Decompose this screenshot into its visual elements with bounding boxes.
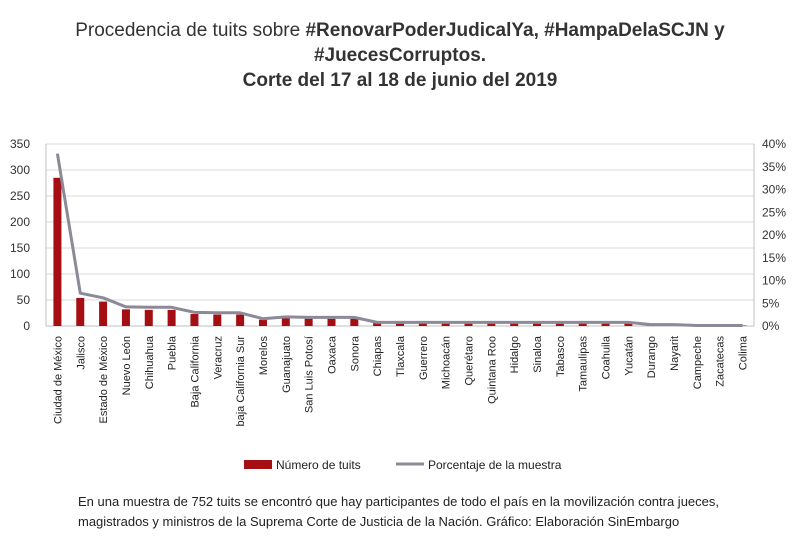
- x-tick-label: Tabasco: [555, 336, 567, 377]
- bar: [487, 322, 496, 326]
- x-tick-label: Quintana Roo: [486, 336, 498, 404]
- bar: [76, 297, 85, 326]
- x-tick-label: Guanajuato: [281, 336, 293, 393]
- x-tick-label: Veracruz: [212, 336, 224, 379]
- x-tick-label: Nayarit: [669, 336, 681, 371]
- bar: [190, 314, 199, 326]
- y2-tick-label: 10%: [762, 274, 786, 288]
- y-axis-right: 0% 5% 10% 15% 20% 25% 30% 35% 40%: [753, 137, 786, 333]
- x-tick-label: Hidalgo: [509, 336, 521, 373]
- y-tick-label: 150: [10, 241, 30, 255]
- legend-label-line: Porcentaje de la muestra: [428, 458, 562, 472]
- x-tick-label: Baja California: [189, 335, 201, 407]
- title-line-2: #JuecesCorruptos.: [313, 45, 487, 66]
- x-tick-label: Puebla: [167, 335, 179, 370]
- y2-tick-label: 5%: [762, 296, 780, 310]
- x-tick-label: Chiapas: [372, 336, 384, 377]
- y-tick-label: 50: [17, 293, 31, 307]
- x-tick-label: Yucatán: [623, 336, 635, 376]
- bar: [373, 322, 382, 326]
- bar-series: [53, 177, 747, 326]
- x-tick-label: Ciudad de México: [52, 336, 64, 424]
- bar: [510, 322, 519, 326]
- bar: [441, 322, 450, 326]
- x-tick-label: Coahuila: [601, 335, 613, 379]
- chart-plot: 0 50 100 150 200 250 300 350 0% 5% 10% 15% 20% 25% 30…: [10, 137, 786, 472]
- y2-tick-label: 15%: [762, 251, 786, 265]
- title-prefix: Procedencia de tuits sobre: [75, 20, 306, 41]
- legend-label-bar: Número de tuits: [276, 458, 361, 472]
- y-axis-left: 0 50 100 150 200 250 300 350: [10, 137, 47, 333]
- y2-tick-label: 20%: [762, 228, 786, 242]
- y2-tick-label: 35%: [762, 160, 786, 174]
- x-tick-label: Durango: [646, 336, 658, 378]
- y2-tick-label: 30%: [762, 183, 786, 197]
- title-joiner: y: [708, 20, 725, 41]
- bar: [53, 177, 62, 326]
- bar: [396, 322, 404, 326]
- bar: [578, 322, 587, 326]
- bar: [281, 318, 290, 326]
- y2-tick-label: 40%: [762, 137, 786, 151]
- x-tick-label: Oaxaca: [326, 335, 338, 374]
- y-tick-label: 250: [10, 189, 30, 203]
- x-tick-label: Guerrero: [418, 336, 430, 380]
- bar: [533, 322, 542, 326]
- y2-tick-label: 25%: [762, 205, 786, 219]
- y2-tick-label: 0%: [762, 319, 780, 333]
- x-tick-label: Zacatecas: [715, 336, 727, 387]
- percentage-line: [55, 153, 743, 327]
- title-line-1: Procedencia de tuits sobre #RenovarPoder…: [0, 18, 800, 43]
- y-tick-label: 100: [10, 267, 30, 281]
- chart: Procedencia de tuits sobre #RenovarPoder…: [0, 18, 800, 472]
- x-tick-label: Sonora: [349, 335, 361, 371]
- x-tick-label: Tamaulipas: [578, 336, 590, 392]
- bar: [144, 309, 153, 326]
- bar: [121, 309, 130, 326]
- bar: [418, 322, 427, 326]
- x-tick-label: Jalisco: [75, 336, 87, 370]
- title-line-3: Corte del 17 al 18 de junio del 2019: [242, 70, 558, 91]
- x-tick-label: Querétaro: [464, 336, 476, 386]
- x-tick-label: Morelos: [258, 336, 270, 376]
- x-tick-label: San Luis Potosí: [304, 336, 316, 413]
- bar: [258, 319, 267, 326]
- x-axis-labels: Ciudad de México Jalisco Estado de México N…: [52, 335, 749, 426]
- bar: [327, 318, 336, 326]
- line-series: [55, 153, 743, 327]
- bar: [350, 318, 359, 326]
- bar: [167, 309, 176, 326]
- x-tick-label: Estado de México: [98, 336, 110, 423]
- bar: [464, 322, 473, 326]
- bar: [601, 322, 610, 326]
- y-tick-label: 200: [10, 215, 30, 229]
- x-tick-label: Michoacán: [441, 336, 453, 389]
- legend-swatch-bar: [244, 460, 272, 469]
- x-tick-label: baja California Sur: [235, 336, 247, 427]
- y-tick-label: 350: [10, 137, 30, 151]
- legend: Número de tuits Porcentaje de la muestra: [244, 458, 562, 472]
- caption: En una muestra de 752 tuits se encontró …: [78, 494, 719, 529]
- bar: [304, 318, 313, 326]
- y-tick-label: 300: [10, 163, 30, 177]
- x-tick-label: Tlaxcala: [395, 335, 407, 377]
- x-tick-label: Campeche: [692, 336, 704, 389]
- bar: [99, 301, 108, 326]
- y-tick-label: 0: [23, 319, 30, 333]
- bar: [555, 322, 564, 326]
- x-tick-label: Sinaloa: [532, 335, 544, 373]
- x-tick-label: Colima: [738, 335, 750, 370]
- x-tick-label: Chihuahua: [144, 335, 156, 389]
- gridlines: [46, 143, 754, 327]
- bar: [213, 314, 222, 326]
- title-hashtags-1: #RenovarPoderJudicalYa, #HampaDelaSCJN: [305, 20, 709, 41]
- x-tick-label: Nuevo León: [121, 336, 133, 395]
- bar: [624, 322, 633, 326]
- chart-title: Procedencia de tuits sobre #RenovarPoder…: [0, 18, 800, 94]
- bar: [236, 314, 245, 326]
